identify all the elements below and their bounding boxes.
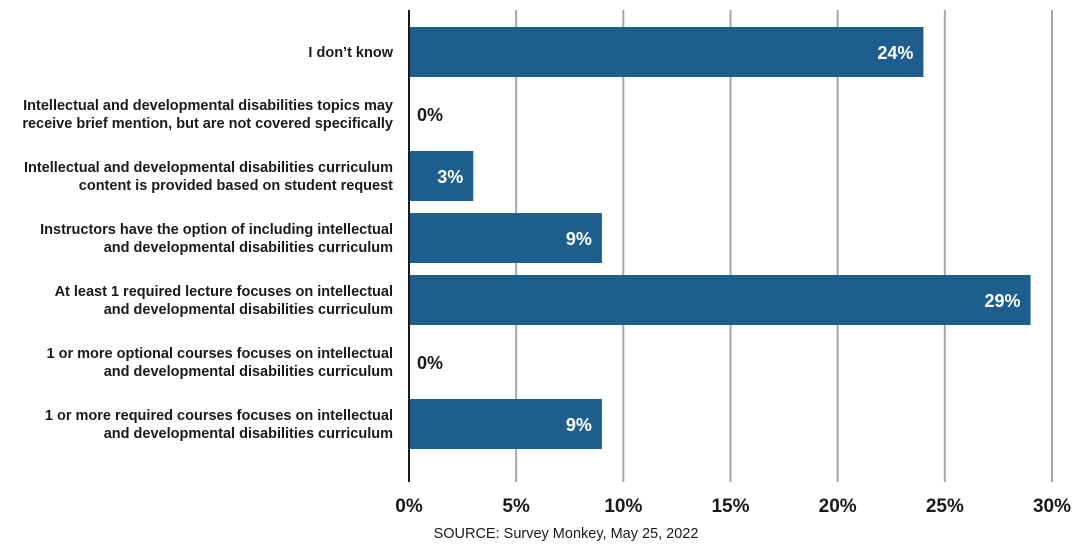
category-label: Instructors have the option of including… [40, 222, 393, 256]
data-label: 9% [566, 415, 592, 435]
category-label: I don’t know [308, 45, 393, 61]
category-label: 1 or more optional courses focuses on in… [47, 346, 393, 380]
x-tick-label: 15% [711, 496, 749, 517]
bars [409, 27, 1031, 449]
x-tick-label: 0% [395, 496, 423, 517]
bar [409, 275, 1031, 325]
x-tick-label: 20% [819, 496, 857, 517]
x-tick-labels: 0% 5% 10% 15% 20% 25% 30% [395, 496, 1071, 517]
data-label: 9% [566, 229, 592, 249]
x-tick-label: 10% [604, 496, 642, 517]
x-tick-label: 5% [502, 496, 530, 517]
category-label: At least 1 required lecture focuses on i… [55, 284, 393, 318]
source-note: SOURCE: Survey Monkey, May 25, 2022 [434, 526, 699, 542]
data-label: 3% [437, 167, 463, 187]
bar [409, 27, 923, 77]
category-label: Intellectual and developmental disabilit… [22, 98, 393, 132]
category-labels: I don’t know Intellectual and development… [22, 45, 393, 442]
data-label: 29% [985, 291, 1021, 311]
data-label: 0% [417, 353, 443, 373]
data-label: 0% [417, 105, 443, 125]
category-label: Intellectual and developmental disabilit… [24, 160, 393, 194]
x-tick-label: 30% [1033, 496, 1071, 517]
category-label: 1 or more required courses focuses on in… [45, 408, 393, 442]
x-tick-label: 25% [926, 496, 964, 517]
data-label: 24% [877, 43, 913, 63]
